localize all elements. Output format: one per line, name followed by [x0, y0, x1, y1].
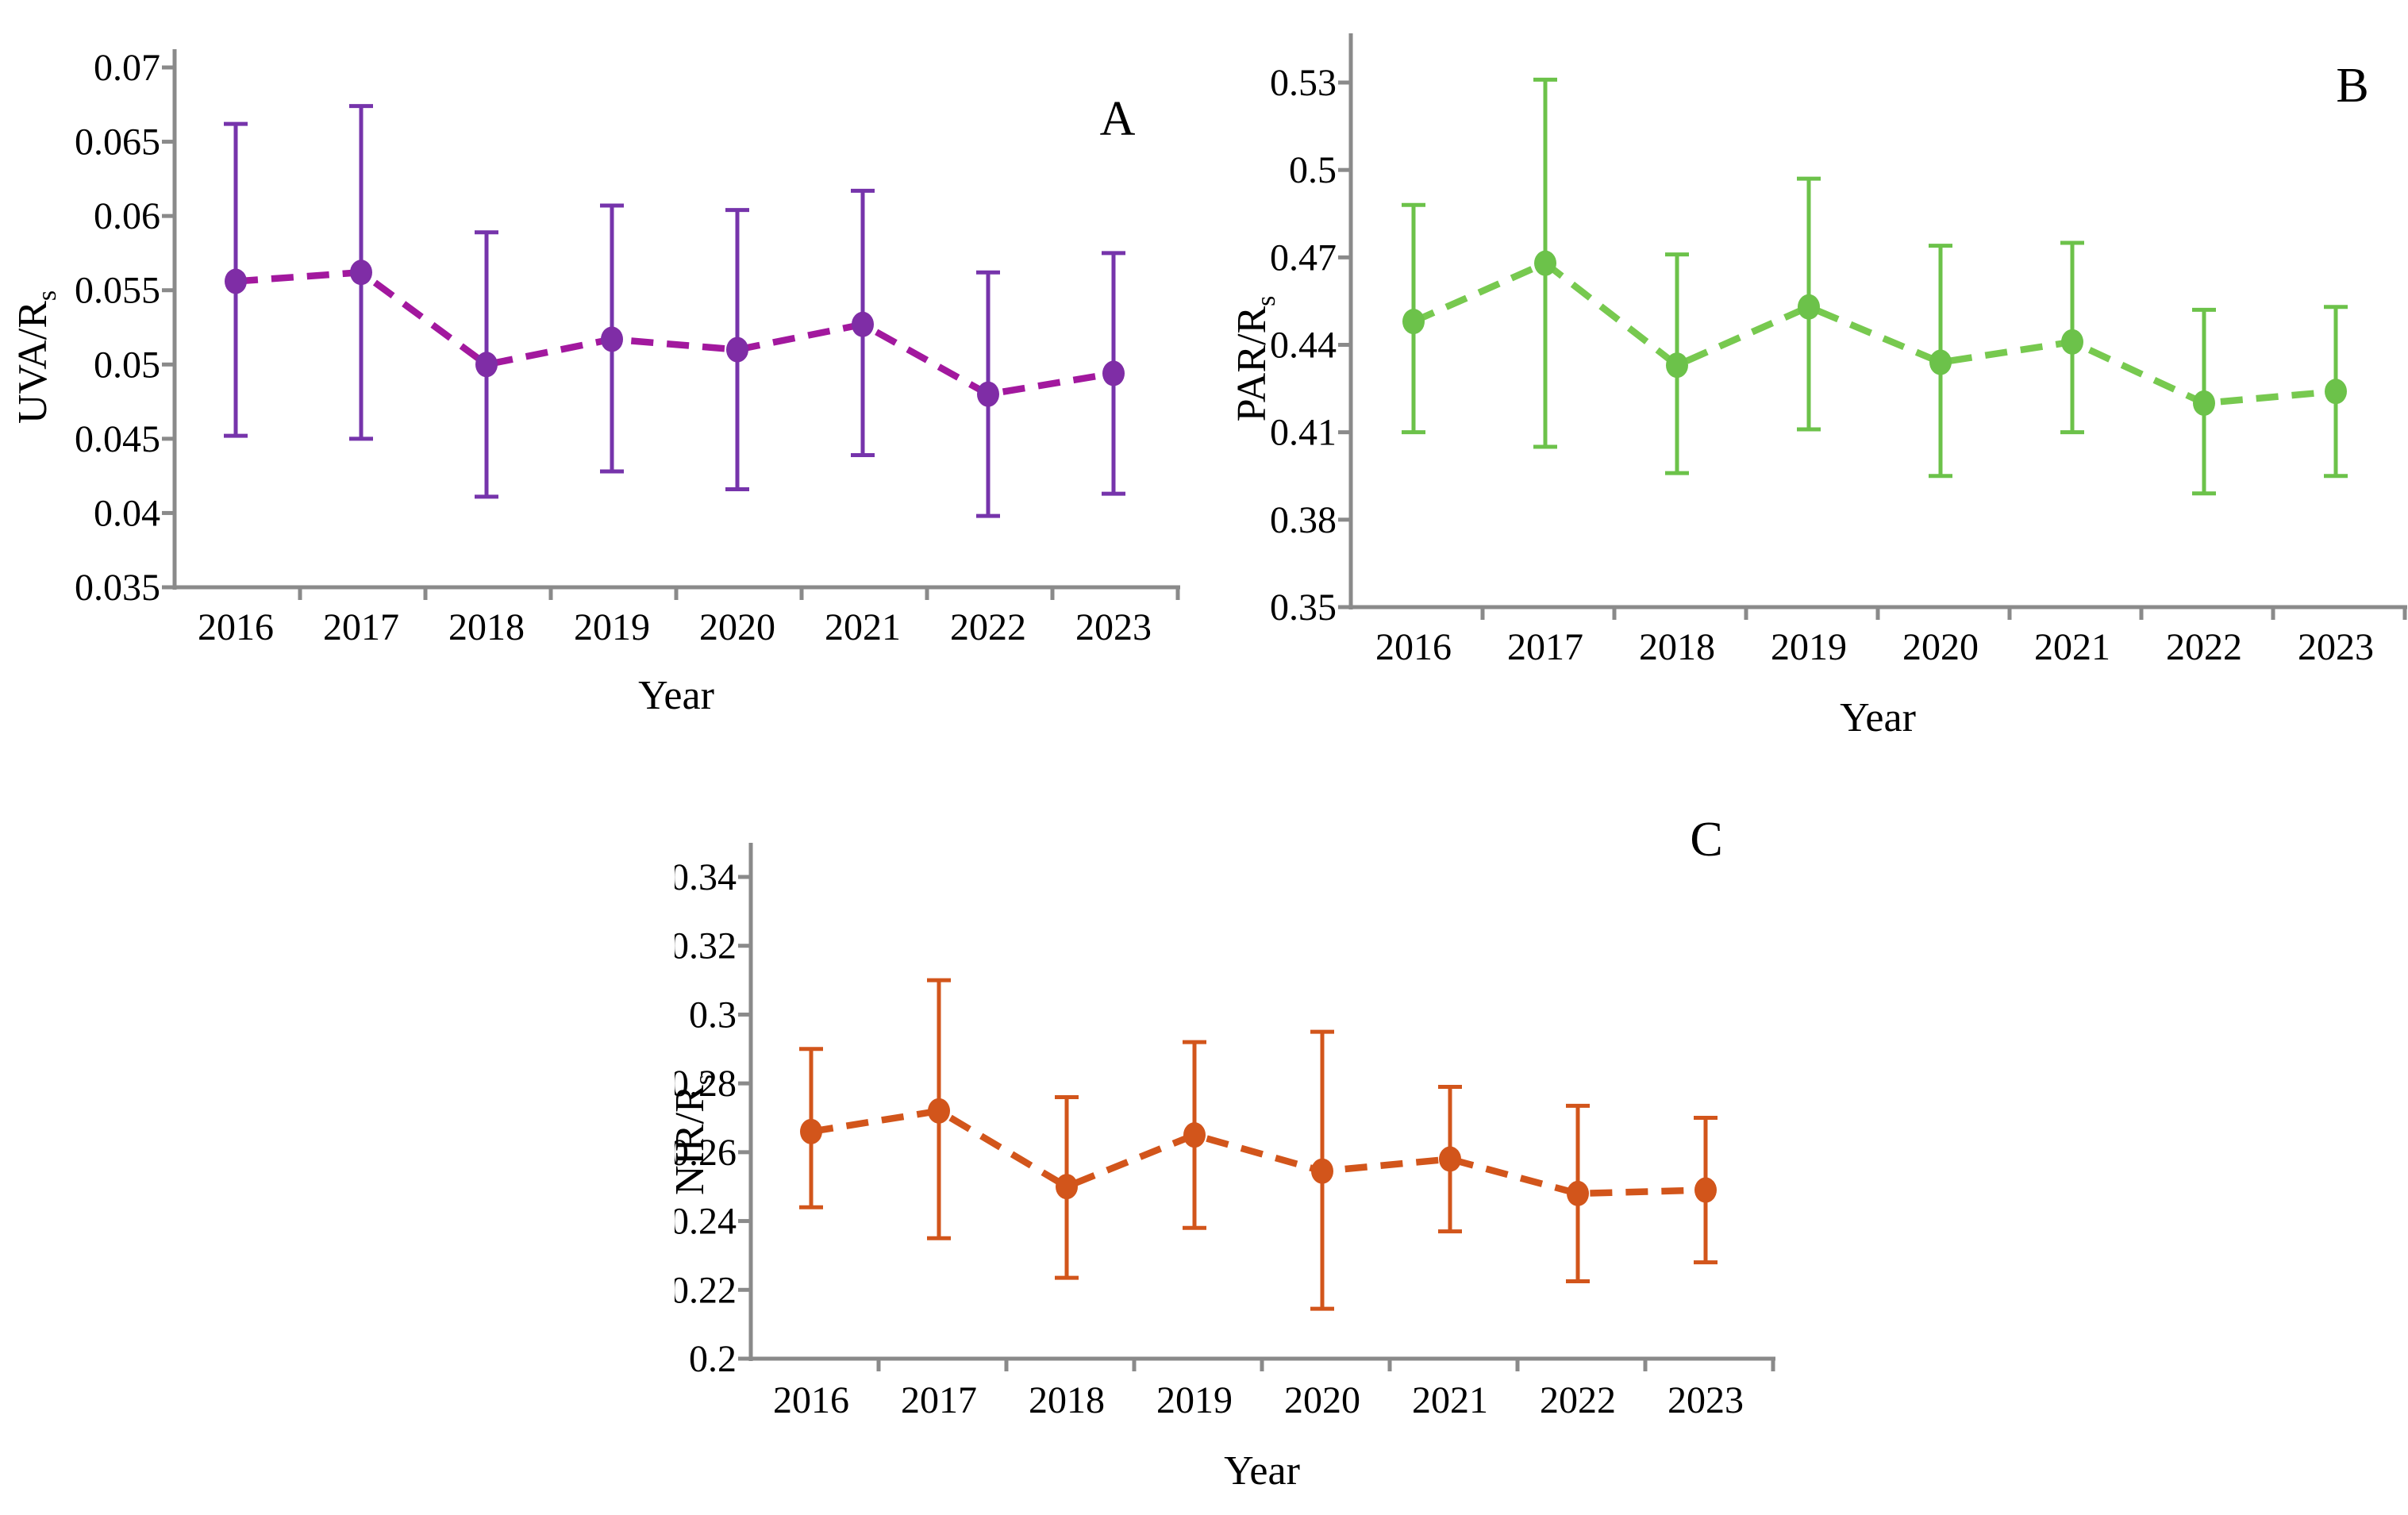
x-tick-label: 2020: [1902, 626, 1979, 668]
x-tick-label: 2020: [699, 606, 775, 648]
data-point: [350, 260, 372, 286]
data-point: [1056, 1174, 1078, 1200]
x-tick-label: 2018: [1029, 1379, 1105, 1421]
y-tick-label: 0.35: [1270, 586, 1337, 629]
data-point: [1311, 1158, 1333, 1184]
series-line: [810, 1107, 1706, 1198]
y-tick-label: 0.53: [1270, 62, 1337, 104]
y-tick-label: 0.035: [75, 567, 160, 609]
panel-label: A: [1100, 92, 1136, 146]
x-tick-label: 2021: [1412, 1379, 1488, 1421]
y-tick-label: 0.07: [94, 47, 160, 89]
data-point: [225, 268, 247, 294]
panel-label: B: [2336, 59, 2368, 113]
y-tick-label: 0.34: [675, 856, 737, 898]
x-axis-title: Year: [638, 673, 714, 718]
x-tick-label: 2020: [1284, 1379, 1360, 1421]
x-tick-label: 2016: [773, 1379, 849, 1421]
x-tick-label: 2017: [901, 1379, 977, 1421]
y-axis-title: NIR/Rs: [675, 1075, 719, 1195]
y-tick-label: 0.26: [675, 1132, 737, 1174]
data-point: [1666, 352, 1688, 379]
y-tick-label: 0.41: [1270, 412, 1337, 454]
y-tick-label: 0.38: [1270, 499, 1337, 541]
data-point: [852, 311, 874, 337]
data-point: [1694, 1177, 1717, 1203]
y-axis-title: UVA/Rs: [10, 290, 62, 424]
panel-label: C: [1690, 813, 1722, 867]
chart-panel-b: 0.35 0.38 0.41 0.44 0.47 0.5 0.53 2016 2017 2018 2…: [1229, 0, 2408, 782]
y-tick-label: 0.05: [94, 344, 160, 386]
y-tick-label: 0.5: [1289, 149, 1337, 191]
data-point: [726, 336, 748, 363]
y-axis-title: PAR/Rs: [1230, 296, 1281, 422]
x-tick-label: 2019: [1156, 1379, 1233, 1421]
chart-panel-a: 0.035 0.04 0.045 0.05 0.055 0.06 0.065 0.07 2016…: [0, 0, 1230, 782]
y-tick-label: 0.28: [675, 1063, 737, 1105]
y-tick-label: 0.055: [75, 270, 160, 312]
x-tick-label: 2023: [2298, 626, 2374, 668]
data-point: [2061, 329, 2083, 355]
x-tick-label: 2019: [574, 606, 650, 648]
x-tick-label: 2022: [950, 606, 1026, 648]
data-point: [977, 381, 999, 407]
data-point: [601, 326, 623, 352]
y-tick-label: 0.22: [675, 1269, 737, 1311]
x-tick-label: 2019: [1771, 626, 1847, 668]
y-tick-label: 0.065: [75, 121, 160, 163]
errorbar-line-chart: 0.35 0.38 0.41 0.44 0.47 0.5 0.53 2016 2017 2018 2…: [1229, 33, 2407, 740]
y-tick-label: 0.045: [75, 418, 160, 460]
y-tick-label: 0.06: [94, 195, 160, 237]
data-point: [1929, 349, 1952, 375]
x-tick-label: 2022: [1540, 1379, 1616, 1421]
data-point: [800, 1118, 822, 1144]
data-point: [2325, 379, 2347, 405]
data-point: [1567, 1180, 1589, 1206]
y-tick-label: 0.32: [675, 925, 737, 967]
data-point: [1402, 309, 1425, 335]
y-tick-label: 0.04: [94, 492, 160, 534]
y-tick-label: 0.2: [689, 1338, 737, 1380]
x-tick-label: 2018: [448, 606, 525, 648]
data-point: [1183, 1122, 1206, 1148]
errorbar-line-chart: 0.2 0.22 0.24 0.26 0.28 0.3 0.32 0.34 2016 2017 20…: [667, 813, 1775, 1494]
y-tick-label: 0.44: [1270, 325, 1337, 367]
x-tick-label: 2021: [2034, 626, 2110, 668]
data-point: [475, 352, 498, 378]
x-tick-label: 2023: [1075, 606, 1152, 648]
x-tick-label: 2016: [1375, 626, 1452, 668]
x-tick-label: 2017: [1507, 626, 1583, 668]
y-tick-label: 0.47: [1270, 236, 1337, 279]
data-point: [1798, 294, 1820, 320]
series-line: [235, 268, 1114, 398]
x-axis-title: Year: [1840, 695, 1916, 740]
x-tick-label: 2023: [1668, 1379, 1744, 1421]
x-tick-label: 2018: [1639, 626, 1715, 668]
errorbar-line-chart: 0.035 0.04 0.045 0.05 0.055 0.06 0.065 0.07 2016…: [10, 47, 1180, 718]
x-axis-title: Year: [1224, 1448, 1300, 1494]
data-point: [1439, 1146, 1461, 1172]
x-tick-label: 2022: [2166, 626, 2242, 668]
y-tick-label: 0.3: [689, 994, 737, 1036]
x-tick-label: 2021: [825, 606, 901, 648]
data-point: [2193, 390, 2215, 416]
series-line: [1412, 259, 2337, 407]
x-tick-label: 2016: [198, 606, 274, 648]
data-point: [928, 1098, 950, 1124]
data-point: [1102, 360, 1125, 386]
chart-panel-c: 0.2 0.22 0.24 0.26 0.28 0.3 0.32 0.34 2016 2017 20…: [667, 778, 1778, 1515]
y-tick-label: 0.24: [675, 1201, 737, 1243]
data-point: [1534, 250, 1556, 276]
x-tick-label: 2017: [323, 606, 399, 648]
